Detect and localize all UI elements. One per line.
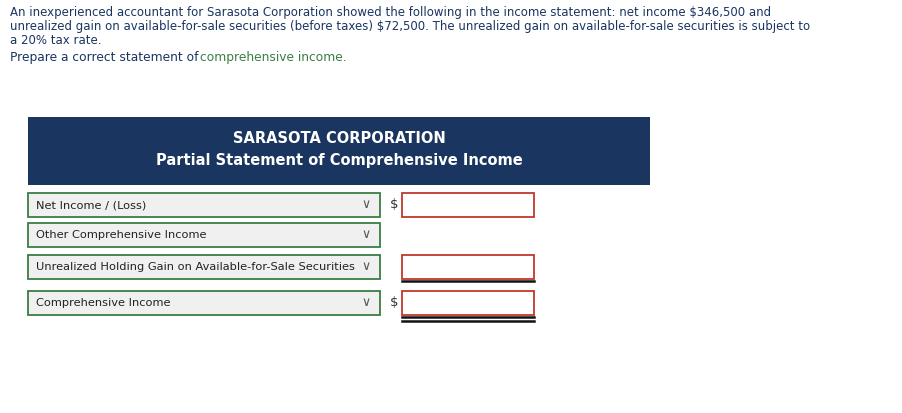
Text: Unrealized Holding Gain on Available-for-Sale Securities: Unrealized Holding Gain on Available-for… (36, 262, 354, 272)
Text: Prepare a correct statement of: Prepare a correct statement of (10, 51, 202, 64)
Text: a 20% tax rate.: a 20% tax rate. (10, 34, 101, 47)
FancyBboxPatch shape (28, 223, 380, 247)
Text: Net Income / (Loss): Net Income / (Loss) (36, 200, 146, 210)
Text: Other Comprehensive Income: Other Comprehensive Income (36, 230, 207, 240)
Text: ∨: ∨ (361, 228, 370, 242)
Text: comprehensive income.: comprehensive income. (199, 51, 346, 64)
FancyBboxPatch shape (28, 117, 649, 185)
Text: An inexperienced accountant for Sarasota Corporation showed the following in the: An inexperienced accountant for Sarasota… (10, 6, 770, 19)
FancyBboxPatch shape (401, 255, 533, 279)
Text: $: $ (390, 199, 398, 211)
Text: Comprehensive Income: Comprehensive Income (36, 298, 170, 308)
FancyBboxPatch shape (401, 193, 533, 217)
Text: SARASOTA CORPORATION: SARASOTA CORPORATION (233, 131, 445, 146)
FancyBboxPatch shape (28, 255, 380, 279)
FancyBboxPatch shape (28, 193, 380, 217)
Text: Partial Statement of Comprehensive Income: Partial Statement of Comprehensive Incom… (155, 153, 521, 168)
Text: ∨: ∨ (361, 261, 370, 273)
Text: unrealized gain on available-for-sale securities (before taxes) $72,500. The unr: unrealized gain on available-for-sale se… (10, 20, 809, 33)
Text: ∨: ∨ (361, 199, 370, 211)
Text: ∨: ∨ (361, 297, 370, 309)
FancyBboxPatch shape (28, 291, 380, 315)
Text: $: $ (390, 297, 398, 309)
FancyBboxPatch shape (401, 291, 533, 315)
